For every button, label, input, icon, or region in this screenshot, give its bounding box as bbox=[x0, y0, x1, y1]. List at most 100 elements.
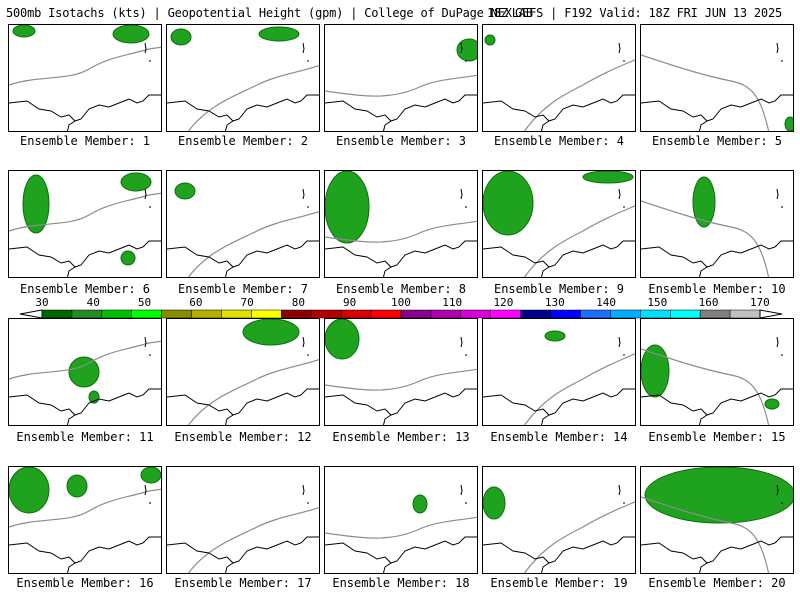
coastline bbox=[641, 536, 793, 573]
colorbar-tick-label: 160 bbox=[698, 296, 719, 309]
height-contour bbox=[523, 353, 635, 425]
height-contour bbox=[9, 192, 161, 232]
member-map-canvas bbox=[167, 484, 319, 573]
member-label: Ensemble Member: 9 bbox=[493, 282, 625, 296]
coastline bbox=[483, 240, 635, 277]
ensemble-member-map bbox=[166, 24, 320, 132]
coastline bbox=[325, 536, 477, 573]
island-outline bbox=[144, 484, 147, 496]
coastline bbox=[9, 240, 161, 277]
island-outline bbox=[776, 336, 779, 348]
height-contour bbox=[641, 348, 770, 425]
member-map-canvas bbox=[167, 26, 319, 131]
isotach-area bbox=[9, 467, 50, 514]
member-map-canvas bbox=[325, 171, 477, 277]
coastline bbox=[325, 388, 477, 425]
height-contour bbox=[187, 64, 319, 131]
isotach-area bbox=[242, 319, 300, 346]
colorbar-swatch bbox=[550, 309, 581, 319]
isotach-area bbox=[412, 494, 428, 514]
coastline bbox=[167, 388, 319, 425]
member-map-canvas bbox=[167, 319, 319, 425]
island-outline bbox=[460, 336, 463, 348]
colorbar-tick-label: 80 bbox=[291, 296, 305, 309]
isotach-area bbox=[68, 356, 100, 388]
member-map-canvas bbox=[641, 467, 793, 573]
colorbar-swatch bbox=[400, 309, 432, 319]
height-contour bbox=[641, 496, 770, 573]
height-contour bbox=[187, 210, 319, 277]
colorbar-swatch bbox=[370, 309, 402, 319]
member-label: Ensemble Member: 18 bbox=[332, 576, 470, 590]
ensemble-member-map bbox=[482, 466, 636, 574]
island-outline bbox=[144, 336, 147, 348]
coastline bbox=[483, 94, 635, 131]
ensemble-member-map bbox=[640, 24, 794, 132]
island-outline bbox=[144, 42, 147, 54]
height-contour bbox=[9, 488, 161, 528]
isotach-area bbox=[764, 398, 780, 410]
colorbar-swatch bbox=[101, 309, 133, 319]
colorbar-swatch bbox=[191, 309, 222, 319]
isotach-area bbox=[483, 171, 534, 236]
colorbar-tick-label: 30 bbox=[35, 296, 49, 309]
colorbar-min-arrow bbox=[19, 309, 43, 319]
colorbar-swatch bbox=[490, 309, 521, 319]
island-outline bbox=[618, 42, 621, 54]
height-contour bbox=[523, 59, 635, 131]
member-map-canvas bbox=[9, 336, 161, 425]
colorbar-tick-label: 120 bbox=[493, 296, 514, 309]
coastline bbox=[641, 240, 793, 277]
ensemble-member-map bbox=[324, 24, 478, 132]
isotach-area bbox=[258, 26, 300, 42]
height-contour bbox=[641, 54, 770, 131]
coastline bbox=[483, 536, 635, 573]
height-contour bbox=[523, 501, 635, 573]
ensemble-member-map bbox=[8, 24, 162, 132]
member-label: Ensemble Member: 11 bbox=[16, 430, 154, 444]
island-outline bbox=[618, 188, 621, 200]
isotach-area bbox=[170, 28, 192, 46]
height-contour bbox=[9, 46, 161, 86]
island-outline bbox=[302, 484, 305, 496]
island-outline bbox=[776, 484, 779, 496]
isotach-area bbox=[140, 467, 161, 484]
colorbar-swatch bbox=[729, 309, 761, 319]
colorbar-swatch bbox=[640, 309, 671, 319]
colorbar-swatch bbox=[670, 309, 701, 319]
ensemble-member-map bbox=[324, 318, 478, 426]
ensemble-member-map bbox=[166, 170, 320, 278]
member-map-canvas bbox=[9, 467, 161, 573]
isotach-area bbox=[174, 182, 196, 200]
island-outline bbox=[144, 188, 147, 200]
colorbar-tick-label: 110 bbox=[442, 296, 463, 309]
colorbar-swatch bbox=[340, 309, 372, 319]
isotach-colorbar: 30 40 50 60 70 80 90 100 110 120 130 140 150 160 170 bbox=[14, 296, 786, 322]
member-label: Ensemble Member: 6 bbox=[19, 282, 151, 296]
member-map-canvas bbox=[325, 38, 477, 131]
height-contour bbox=[325, 368, 477, 391]
isotach-area bbox=[456, 38, 477, 62]
island-outline bbox=[460, 42, 463, 54]
island-outline bbox=[776, 42, 779, 54]
height-contour bbox=[325, 220, 477, 243]
map-title: 500mb Isotachs (kts) | Geopotential Heig… bbox=[6, 6, 533, 20]
member-label: Ensemble Member: 2 bbox=[177, 134, 309, 148]
height-contour bbox=[641, 200, 770, 277]
member-label: Ensemble Member: 13 bbox=[332, 430, 470, 444]
member-label: Ensemble Member: 4 bbox=[493, 134, 625, 148]
colorbar-tick-label: 140 bbox=[596, 296, 616, 309]
colorbar-swatch bbox=[41, 309, 73, 319]
ensemble-member-map bbox=[166, 466, 320, 574]
member-label: Ensemble Member: 8 bbox=[335, 282, 467, 296]
ensemble-member-map bbox=[8, 466, 162, 574]
colorbar-swatch bbox=[580, 309, 611, 319]
isotach-area bbox=[112, 25, 150, 44]
island-outline bbox=[302, 42, 305, 54]
member-map-canvas bbox=[483, 330, 635, 425]
member-label: Ensemble Member: 15 bbox=[648, 430, 786, 444]
isotach-area bbox=[325, 171, 370, 244]
colorbar-swatch bbox=[131, 309, 162, 319]
ensemble-member-map bbox=[324, 170, 478, 278]
height-contour bbox=[9, 340, 161, 380]
